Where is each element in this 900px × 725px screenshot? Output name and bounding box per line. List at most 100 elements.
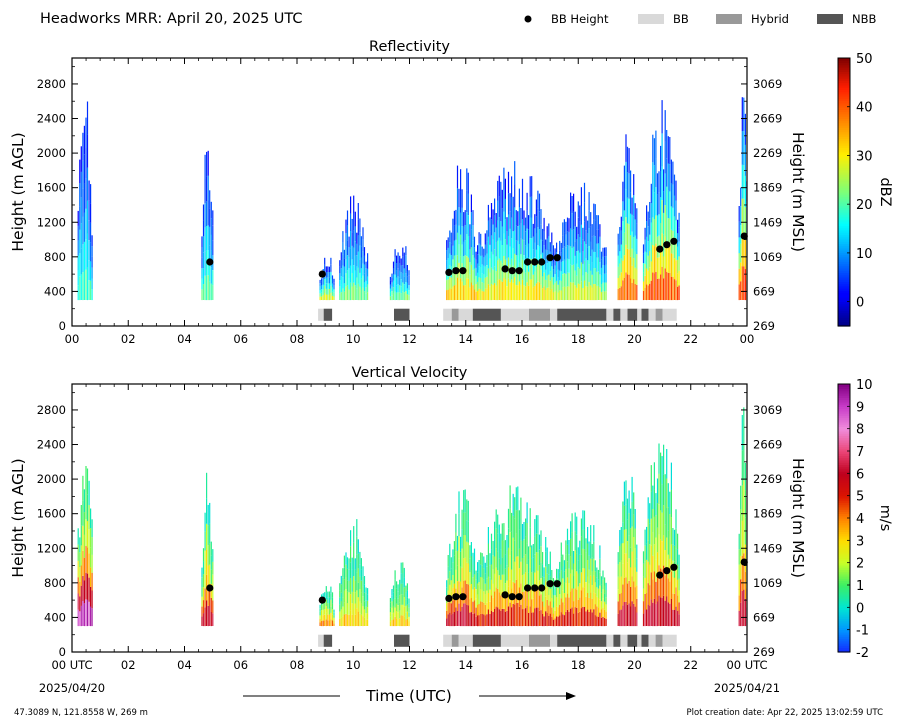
y2-tick-label: 269 (753, 319, 775, 333)
colorbar-frame (837, 57, 851, 327)
figure-legend: BB Height BB Hybrid NBB (524, 12, 876, 26)
x-tick-label: 08 (290, 658, 305, 672)
panel-title: Vertical Velocity (352, 365, 468, 381)
legend-bb-height-label: BB Height (551, 12, 609, 26)
echo-column (617, 476, 638, 627)
colorbar-tick-label: 5 (856, 490, 864, 505)
colorbar-tick-label: 30 (856, 149, 873, 164)
bb-type-bb-segment (648, 308, 656, 321)
bb-type-bb-segment (606, 308, 614, 321)
y-tick-label: 1200 (37, 541, 66, 555)
y-tick-label: 2800 (37, 77, 66, 91)
bb-height-point (524, 584, 532, 592)
bb-type-nbb-segment (627, 308, 638, 321)
colorbar-tick-label: 20 (856, 198, 873, 213)
bb-height-point (553, 254, 561, 262)
colorbar-label: dBZ (877, 177, 893, 206)
bb-height-point (663, 241, 671, 249)
colorbar-tick-label: 1 (856, 579, 864, 594)
y2-tick-label: 1069 (753, 250, 782, 264)
x-tick-label: 02 (121, 658, 136, 672)
x-tick-label: 16 (515, 658, 530, 672)
x-tick-label: 08 (290, 332, 305, 346)
y2-tick-label: 669 (753, 284, 775, 298)
end-date-label: 2025/04/21 (714, 681, 780, 695)
legend-nbb-label: NBB (852, 12, 876, 26)
echo-column (77, 466, 93, 627)
bb-type-strip (318, 634, 677, 647)
bb-height-point (445, 268, 453, 276)
bb-type-bb-segment (637, 308, 642, 321)
bb-height-point (318, 270, 326, 278)
echo-column (389, 562, 410, 627)
y-tick-label: 1200 (37, 215, 66, 229)
bb-height-point (546, 254, 554, 262)
bb-type-nbb-segment (323, 308, 333, 321)
bb-type-bb-segment (500, 634, 529, 647)
bb-type-bb-segment (620, 308, 628, 321)
station-location: 47.3089 N, 121.8558 W, 269 m (14, 708, 148, 718)
bb-type-nbb-segment (472, 634, 501, 647)
bb-type-bb-segment (550, 634, 558, 647)
x-axis: 00 02 04 06 08 10 12 14 16 18 20 22 00 (65, 58, 754, 346)
x-tick-label: 02 (121, 332, 136, 346)
y-axis-left: 0 400 800 1200 1600 2000 2400 2800 Height (m AGL… (9, 392, 78, 659)
y-tick-label: 1600 (37, 181, 66, 195)
x-tick-label: 04 (177, 658, 192, 672)
echo-column (617, 134, 638, 301)
colorbar-tick-label: 9 (856, 400, 864, 415)
x-axis: 00 UTC 02 04 06 08 10 12 14 16 18 20 22 00 UTC (51, 384, 768, 672)
y-tick-label: 800 (44, 576, 66, 590)
legend-nbb-swatch (817, 14, 843, 24)
bb-height-point (206, 258, 214, 266)
legend-bb-height-dot (524, 15, 532, 23)
bb-type-nbb-segment (641, 308, 649, 321)
y2-tick-label: 3069 (753, 77, 782, 91)
bb-type-nbb-segment (557, 308, 607, 321)
x-tick-label: 10 (346, 658, 361, 672)
start-date-label: 2025/04/20 (39, 681, 105, 695)
bb-type-bb-segment (318, 634, 324, 647)
bb-height-point (501, 265, 509, 273)
y-tick-label: 0 (59, 645, 66, 659)
bb-height-point (740, 232, 748, 240)
bb-type-hybrid-segment (451, 634, 459, 647)
echo-column (446, 489, 479, 627)
bb-height-point (663, 567, 671, 575)
bb-height-point (318, 596, 326, 604)
bb-height-point (670, 237, 678, 245)
y-axis-title: Height (m AGL) (9, 458, 27, 577)
echo-column (477, 485, 554, 627)
bb-type-nbb-segment (613, 308, 621, 321)
legend-bb-label: BB (673, 12, 689, 26)
bb-type-bb-segment (500, 308, 529, 321)
y-tick-label: 0 (59, 319, 66, 333)
echo-column (339, 195, 369, 301)
bb-type-bb-segment (662, 634, 677, 647)
x-tick-label: 10 (346, 332, 361, 346)
y2-tick-label: 1469 (753, 541, 782, 555)
bb-type-bb-segment (443, 308, 452, 321)
y-axis-right: 269 669 1069 1469 1869 2269 2669 3069 Height (m … (741, 392, 807, 659)
colorbar-tick-label: 40 (856, 101, 873, 116)
echo-column (642, 443, 680, 627)
y2-tick-label: 2669 (753, 438, 782, 452)
x-tick-label: 12 (402, 658, 417, 672)
bb-height-point (553, 580, 561, 588)
bb-height-series (206, 232, 748, 278)
echo-column (552, 510, 607, 627)
plot-creation-date: Plot creation date: Apr 22, 2025 13:02:5… (686, 708, 883, 718)
bb-height-point (445, 594, 453, 603)
echo-column (77, 101, 93, 301)
y2-axis-title: Height (m MSL) (789, 458, 807, 578)
bb-type-hybrid-segment (451, 308, 459, 321)
bb-height-point (508, 593, 516, 601)
legend-hybrid-label: Hybrid (751, 12, 789, 26)
y-axis-right: 269 669 1069 1469 1869 2269 2669 3069 Height (m … (741, 66, 807, 333)
colorbar-tick-label: 3 (856, 534, 864, 549)
echo-column (389, 246, 410, 301)
bb-height-point (656, 245, 664, 253)
colorbar-tick-label: 8 (856, 423, 864, 438)
colorbar-tick-label: 50 (856, 52, 873, 67)
colorbar: 0 10 20 30 40 50 dBZ (837, 52, 893, 327)
